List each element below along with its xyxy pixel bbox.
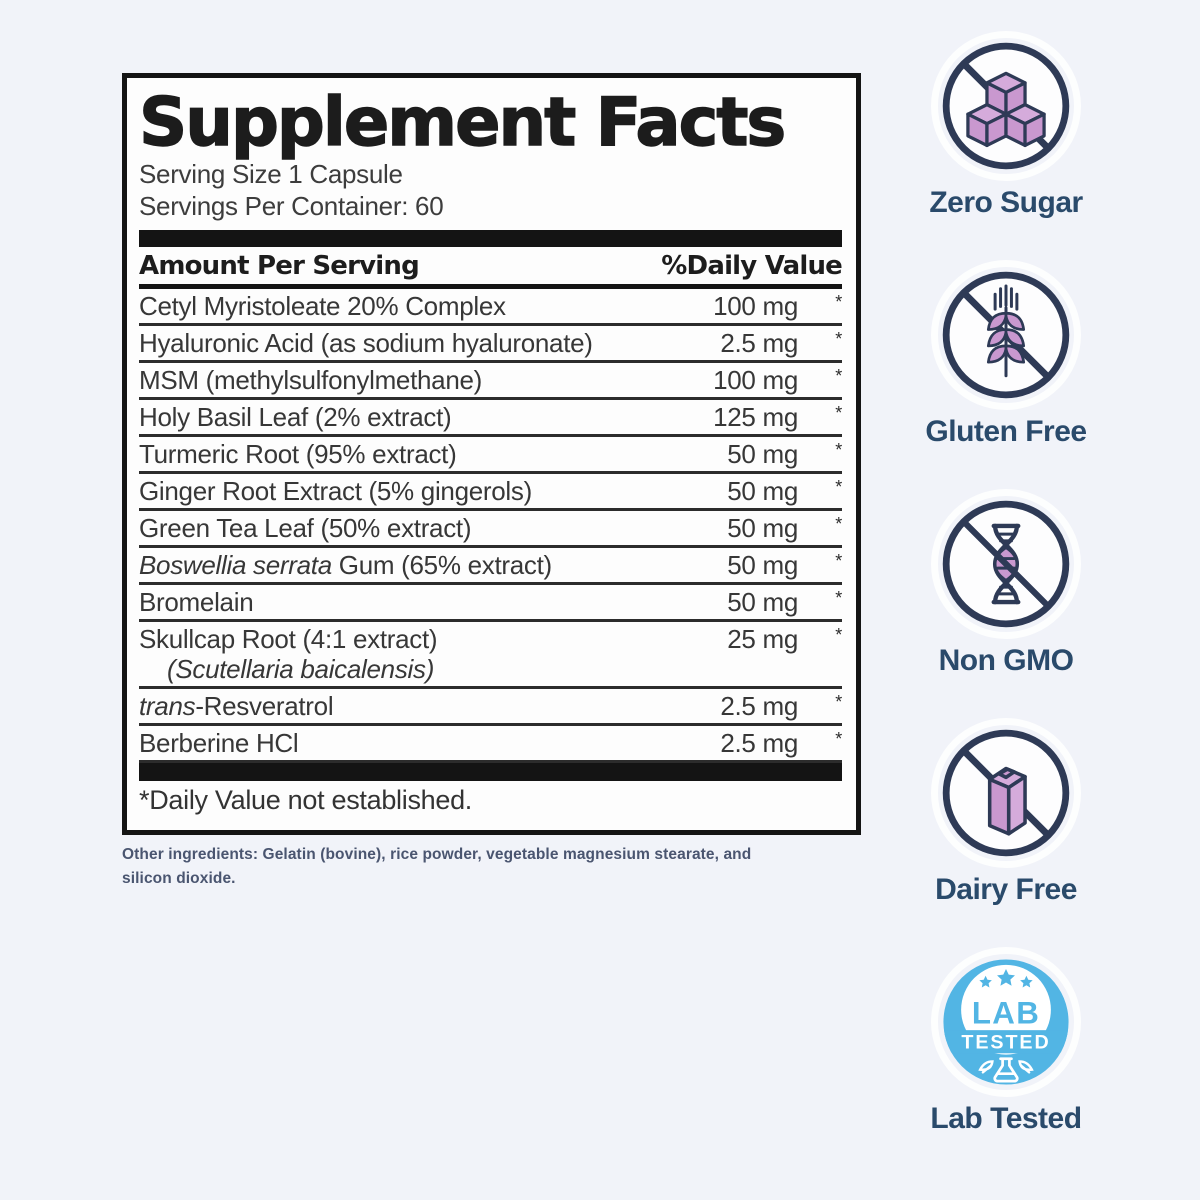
ingredient-name: Holy Basil Leaf (2% extract) bbox=[139, 402, 452, 432]
ingredient-dv-asterisk: * bbox=[835, 625, 842, 645]
ingredient-amount: 2.5 mg bbox=[720, 728, 798, 758]
no-gluten-icon bbox=[942, 271, 1070, 399]
flask-icon bbox=[993, 1057, 1019, 1083]
ingredient-dv-asterisk: * bbox=[835, 514, 842, 534]
badge-gluten-free: Gluten Free bbox=[925, 267, 1087, 449]
ingredient-amount: 25 mg bbox=[727, 624, 798, 654]
daily-value-header: %Daily Value bbox=[661, 251, 843, 281]
ingredient-amount: 100 mg bbox=[713, 365, 798, 395]
badge-lab-tested: LAB TESTED Lab Tested bbox=[930, 954, 1082, 1136]
ingredient-dv-asterisk: * bbox=[835, 403, 842, 423]
ingredient-dv-asterisk: * bbox=[835, 729, 842, 749]
facts-title: Supplement Facts bbox=[138, 83, 787, 161]
supplement-row: Boswellia serrata Gum (65% extract) 50 m… bbox=[139, 548, 842, 585]
badge-zero-sugar-label: Zero Sugar bbox=[929, 186, 1083, 219]
supplement-row: Berberine HCl 2.5 mg * bbox=[139, 726, 842, 763]
ingredient-name: trans-Resveratrol bbox=[139, 691, 334, 721]
ingredient-dv-asterisk: * bbox=[835, 440, 842, 460]
ingredient-name: Skullcap Root (4:1 extract) bbox=[139, 624, 438, 654]
supplement-row: Hyaluronic Acid (as sodium hyaluronate) … bbox=[139, 326, 842, 363]
ingredient-name: Hyaluronic Acid (as sodium hyaluronate) bbox=[139, 328, 593, 358]
ingredient-amount: 50 mg bbox=[727, 550, 798, 580]
facts-bottom-bar bbox=[139, 763, 842, 781]
badges-column: Zero Sugar bbox=[925, 38, 1087, 1136]
ingredient-rows: Cetyl Myristoleate 20% Complex 100 mg * … bbox=[139, 289, 842, 763]
ingredient-name: Turmeric Root (95% extract) bbox=[139, 439, 457, 469]
ingredient-name: Boswellia serrata Gum (65% extract) bbox=[139, 550, 552, 580]
ingredient-amount: 125 mg bbox=[713, 402, 798, 432]
no-dairy-icon bbox=[942, 729, 1070, 857]
ingredient-name: Bromelain bbox=[139, 587, 254, 617]
ingredient-name: Green Tea Leaf (50% extract) bbox=[139, 513, 472, 543]
facts-header-row: Amount Per Serving %Daily Value bbox=[139, 247, 843, 289]
badge-non-gmo: Non GMO bbox=[938, 496, 1074, 678]
badge-dairy-free-label: Dairy Free bbox=[935, 873, 1077, 906]
leaf-icons bbox=[978, 1060, 1034, 1074]
ingredient-name: Ginger Root Extract (5% gingerols) bbox=[139, 476, 532, 506]
ingredient-amount: 50 mg bbox=[727, 587, 798, 617]
ingredient-amount: 50 mg bbox=[727, 513, 798, 543]
serving-size: Serving Size 1 Capsule bbox=[139, 159, 403, 189]
other-ingredients-note: Other ingredients: Gelatin (bovine), ric… bbox=[122, 846, 752, 888]
no-gmo-icon bbox=[942, 500, 1070, 628]
no-sugar-icon bbox=[942, 42, 1070, 170]
daily-value-footnote: *Daily Value not established. bbox=[139, 785, 473, 815]
ingredient-amount: 100 mg bbox=[713, 291, 798, 321]
ingredient-amount: 2.5 mg bbox=[720, 328, 798, 358]
ingredient-dv-asterisk: * bbox=[835, 551, 842, 571]
ingredient-amount: 50 mg bbox=[727, 476, 798, 506]
badge-gluten-free-label: Gluten Free bbox=[925, 415, 1087, 448]
amount-per-serving-header: Amount Per Serving bbox=[139, 251, 420, 281]
badge-dairy-free: Dairy Free bbox=[935, 725, 1077, 907]
facts-top-bar bbox=[139, 230, 842, 247]
lab-seal-line1: LAB bbox=[972, 995, 1040, 1030]
badge-zero-sugar: Zero Sugar bbox=[929, 38, 1083, 220]
ingredient-subname: (Scutellaria baicalensis) bbox=[167, 654, 435, 684]
supplement-row: Turmeric Root (95% extract) 50 mg * bbox=[139, 437, 842, 474]
supplement-row: Green Tea Leaf (50% extract) 50 mg * bbox=[139, 511, 842, 548]
badge-non-gmo-label: Non GMO bbox=[938, 644, 1074, 677]
badge-lab-tested-label: Lab Tested bbox=[930, 1102, 1082, 1135]
supplement-row: Skullcap Root (4:1 extract) 25 mg * (Scu… bbox=[139, 622, 842, 689]
ingredient-name: Berberine HCl bbox=[139, 728, 299, 758]
ingredient-dv-asterisk: * bbox=[835, 329, 842, 349]
ingredient-name: MSM (methylsulfonylmethane) bbox=[139, 365, 483, 395]
supplement-row: Cetyl Myristoleate 20% Complex 100 mg * bbox=[139, 289, 842, 326]
supplement-row: trans-Resveratrol 2.5 mg * bbox=[139, 689, 842, 726]
supplement-row: Bromelain 50 mg * bbox=[139, 585, 842, 622]
supplement-row: MSM (methylsulfonylmethane) 100 mg * bbox=[139, 363, 842, 400]
lab-seal-line2: TESTED bbox=[961, 1032, 1050, 1054]
supplement-row: Holy Basil Leaf (2% extract) 125 mg * bbox=[139, 400, 842, 437]
servings-per-container: Servings Per Container: 60 bbox=[139, 191, 444, 221]
ingredient-dv-asterisk: * bbox=[835, 477, 842, 497]
ingredient-dv-asterisk: * bbox=[835, 292, 842, 312]
supplement-facts-panel: Supplement Facts Serving Size 1 Capsule … bbox=[122, 73, 861, 835]
ingredient-dv-asterisk: * bbox=[835, 366, 842, 386]
ingredient-amount: 50 mg bbox=[727, 439, 798, 469]
supplement-row: Ginger Root Extract (5% gingerols) 50 mg… bbox=[139, 474, 842, 511]
ingredient-name: Cetyl Myristoleate 20% Complex bbox=[139, 291, 506, 321]
ingredient-dv-asterisk: * bbox=[835, 588, 842, 608]
lab-tested-seal: LAB TESTED bbox=[943, 959, 1069, 1085]
ingredient-dv-asterisk: * bbox=[835, 692, 842, 712]
ingredient-amount: 2.5 mg bbox=[720, 691, 798, 721]
